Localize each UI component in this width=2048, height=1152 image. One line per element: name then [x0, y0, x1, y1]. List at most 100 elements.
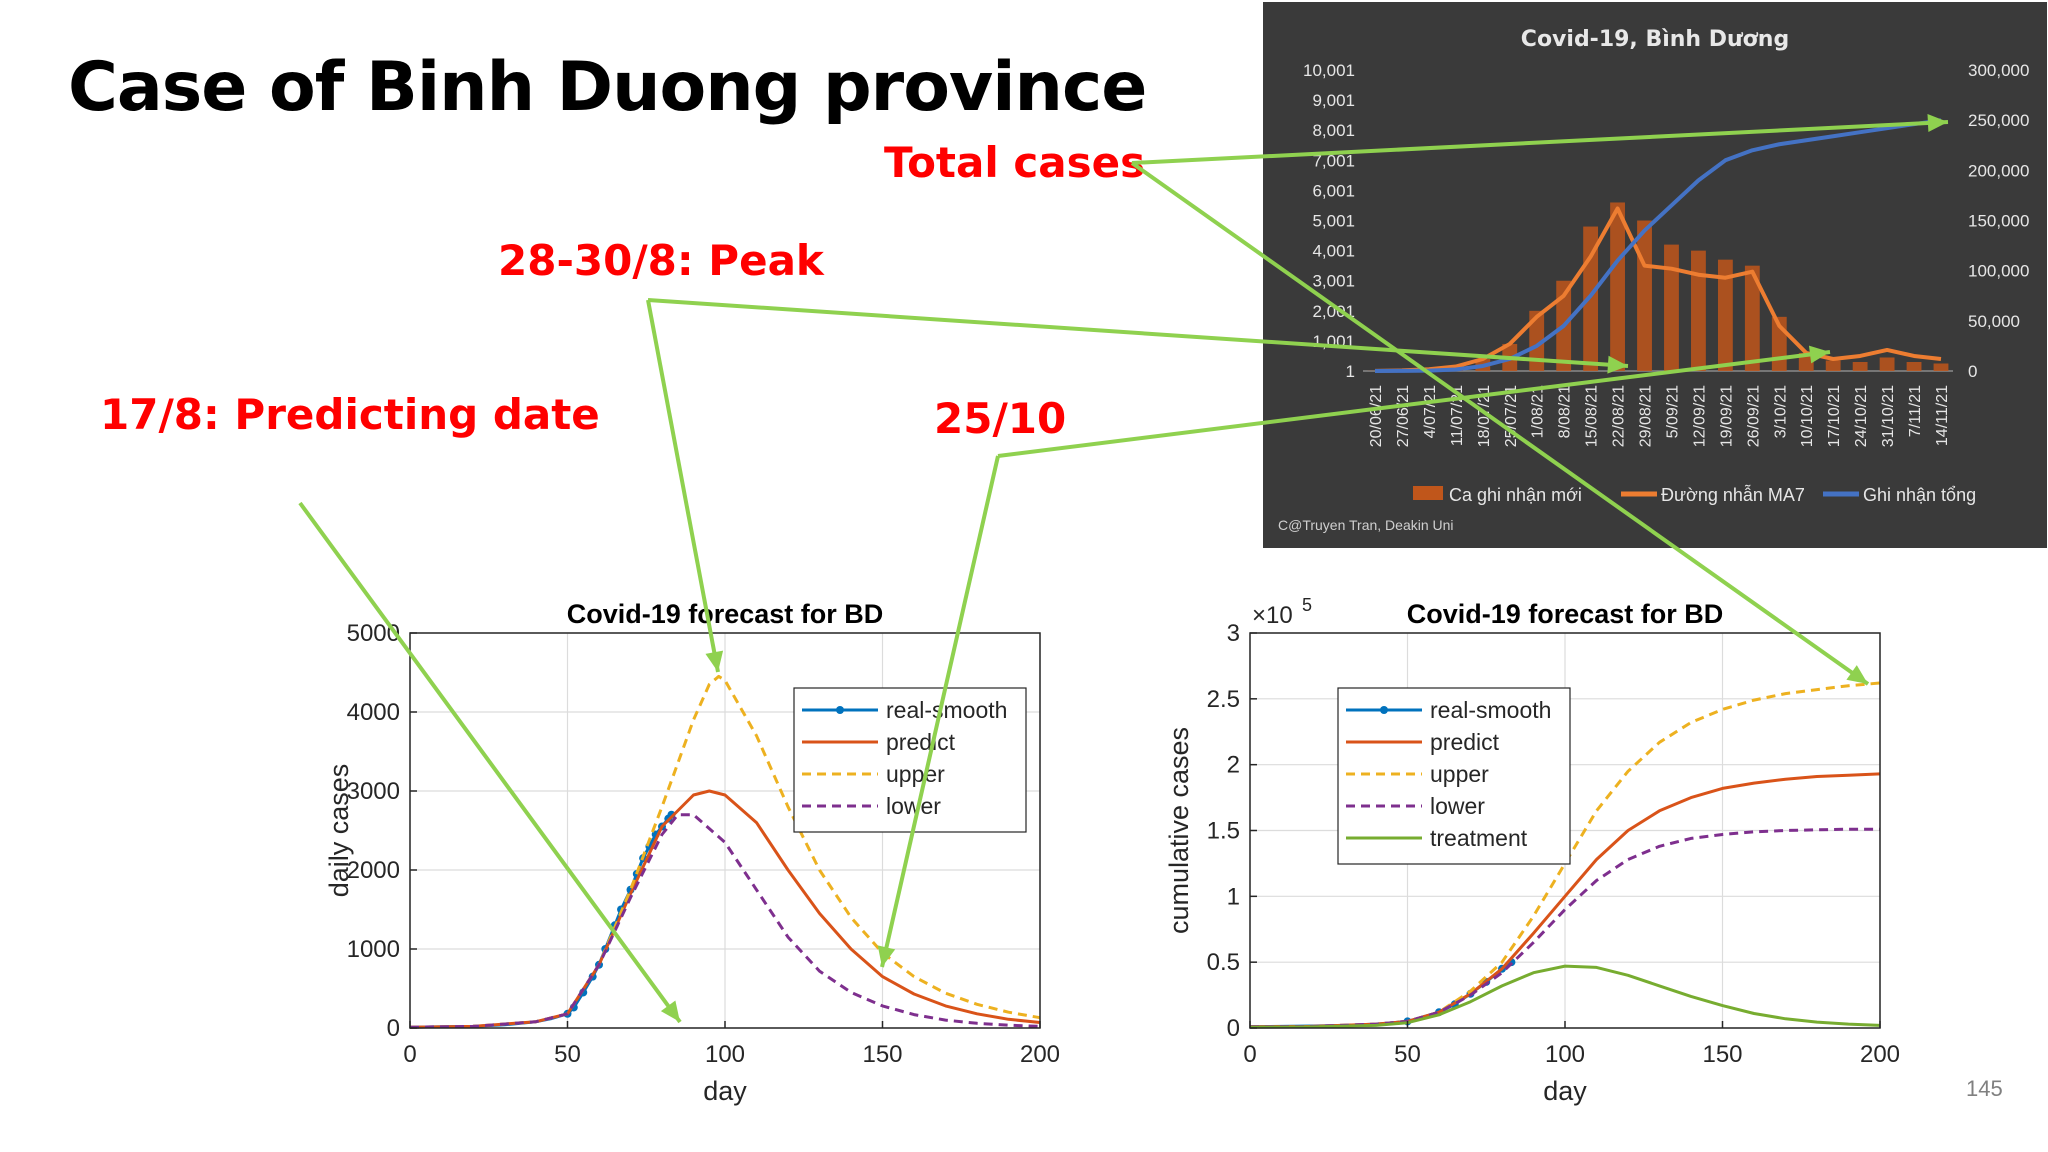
photo-category-label: 27/06/21	[1395, 385, 1412, 447]
x-tick-label: 200	[1020, 1041, 1060, 1068]
annotation-predicting-date: 17/8: Predicting date	[100, 390, 600, 439]
photo-bar-21	[1933, 363, 1949, 371]
x-tick-label: 50	[554, 1041, 581, 1068]
y-tick-label: 1	[1227, 883, 1240, 910]
slide-title: Case of Binh Duong province	[68, 48, 1147, 127]
left-tick-label: 6,001	[1312, 181, 1355, 200]
photo-bar-17	[1825, 360, 1841, 371]
legend-marker-real-smooth	[836, 706, 844, 714]
photo-category-label: 5/09/21	[1664, 385, 1681, 438]
y-tick-label: 4000	[347, 699, 400, 726]
right-tick-label: 50,000	[1968, 312, 2020, 331]
x-tick-label: 150	[862, 1041, 902, 1068]
photo-bar-19	[1879, 357, 1895, 371]
left-tick-label: 8,001	[1312, 121, 1355, 140]
y-axis-label: cumulative cases	[1164, 727, 1194, 934]
photo-category-label: 29/08/21	[1638, 385, 1655, 447]
y-tick-label: 0	[387, 1015, 400, 1042]
left-tick-label: 2,001	[1312, 302, 1355, 321]
y-tick-label: 2000	[347, 857, 400, 884]
photo-category-label: 4/07/21	[1422, 385, 1439, 438]
chart-title: Covid-19 forecast for BD	[1407, 599, 1724, 629]
y-tick-label: 0	[1227, 1015, 1240, 1042]
right-tick-label: 200,000	[1968, 161, 2029, 180]
photo-category-label: 10/10/21	[1799, 385, 1816, 447]
legend-label-upper: upper	[886, 761, 945, 787]
legend-marker-real-smooth	[1380, 706, 1388, 714]
right-tick-label: 150,000	[1968, 212, 2029, 231]
photo-category-label: 24/10/21	[1853, 385, 1870, 447]
right-tick-label: 0	[1968, 362, 1977, 381]
photo-bar-18	[1852, 362, 1868, 371]
x-axis-label: day	[703, 1076, 747, 1106]
y-tick-label: 5000	[347, 620, 400, 647]
exponent-power: 5	[1302, 595, 1312, 615]
right-tick-label: 100,000	[1968, 262, 2029, 281]
photo-category-label: 25/07/21	[1503, 385, 1520, 447]
legend-label-predict: predict	[1430, 729, 1500, 755]
photo-credit: C@Truyen Tran, Deakin Uni	[1278, 517, 1454, 533]
left-tick-label: 3,001	[1312, 272, 1355, 291]
photo-category-label: 15/08/21	[1584, 385, 1601, 447]
chart-title: Covid-19 forecast for BD	[567, 599, 884, 629]
left-tick-label: 7,001	[1312, 151, 1355, 170]
legend-label-real-smooth: real-smooth	[886, 697, 1007, 723]
legend-label-predict: predict	[886, 729, 956, 755]
legend-label-lower: lower	[886, 793, 941, 819]
left-tick-label: 5,001	[1312, 212, 1355, 231]
right-tick-label: 250,000	[1968, 111, 2029, 130]
left-tick-label: 1,001	[1312, 332, 1355, 351]
photo-category-label: 7/11/21	[1907, 385, 1924, 437]
photo-category-label: 12/09/21	[1691, 385, 1708, 447]
y-tick-label: 2.5	[1207, 686, 1240, 713]
legend-box	[1337, 687, 1571, 865]
photo-background	[1263, 2, 2047, 548]
photo-category-label: 31/10/21	[1880, 385, 1897, 447]
photo-category-label: 26/09/21	[1745, 385, 1762, 447]
photo-bar-9	[1610, 202, 1625, 371]
annotation-total-cases: Total cases	[884, 138, 1146, 187]
annotation-peak: 28-30/8: Peak	[498, 236, 824, 285]
x-tick-label: 50	[1394, 1041, 1421, 1068]
photo-legend-swatch	[1413, 486, 1443, 500]
photo-legend-label: Đường nhẫn MA7	[1661, 484, 1805, 505]
legend-label-treatment: treatment	[1430, 825, 1528, 851]
right-tick-label: 300,000	[1968, 61, 2029, 80]
photo-bar-10	[1637, 220, 1652, 371]
x-tick-label: 0	[403, 1041, 416, 1068]
series-line-upper	[409, 674, 1041, 1029]
photo-category-label: 18/07/21	[1476, 385, 1493, 447]
photo-category-label: 8/08/21	[1557, 385, 1574, 438]
x-tick-label: 100	[705, 1041, 745, 1068]
left-tick-label: 1	[1346, 362, 1355, 381]
photo-category-label: 3/10/21	[1772, 385, 1789, 438]
photo-legend-label: Ghi nhận tổng	[1863, 485, 1976, 505]
chart-cumulative-forecast: 0 50 100 150 200 0 0.5 1 1.5 2 2.5 3 Covid-19 foreca…	[1164, 595, 1900, 1106]
y-tick-label: 3000	[347, 778, 400, 805]
x-tick-label: 100	[1545, 1041, 1585, 1068]
y-tick-label: 1000	[347, 936, 400, 963]
photo-category-label: 20/06/21	[1368, 385, 1385, 447]
photo-bar-12	[1691, 250, 1706, 371]
photo-chart-binh-duong: Covid-19, Bình Dương 10,001 9,001 8,001 7,00…	[1263, 2, 2047, 548]
y-tick-label: 3	[1227, 620, 1240, 647]
left-tick-label: 9,001	[1312, 91, 1355, 110]
photo-legend-label: Ca ghi nhận mới	[1449, 485, 1582, 505]
photo-category-label: 14/11/21	[1934, 385, 1951, 446]
photo-chart-title: Covid-19, Bình Dương	[1521, 27, 1789, 52]
chart-daily-forecast: 0 50 100 150 200010002000300040005000Covid-1…	[324, 599, 1060, 1106]
left-tick-label: 4,001	[1312, 242, 1355, 261]
left-tick-label: 10,001	[1303, 61, 1355, 80]
photo-category-label: 11/07/21	[1449, 385, 1466, 446]
y-tick-label: 2	[1227, 752, 1240, 779]
x-tick-label: 0	[1243, 1041, 1256, 1068]
exponent-label: ×10	[1252, 602, 1293, 629]
x-tick-label: 200	[1860, 1041, 1900, 1068]
annotation-oct-25: 25/10	[934, 394, 1067, 443]
photo-category-label: 22/08/21	[1611, 385, 1628, 447]
legend-label-real-smooth: real-smooth	[1430, 697, 1551, 723]
legend-label-upper: upper	[1430, 761, 1489, 787]
y-axis-label: daily cases	[324, 764, 354, 898]
photo-bar-20	[1906, 362, 1922, 371]
photo-category-label: 19/09/21	[1718, 385, 1735, 447]
